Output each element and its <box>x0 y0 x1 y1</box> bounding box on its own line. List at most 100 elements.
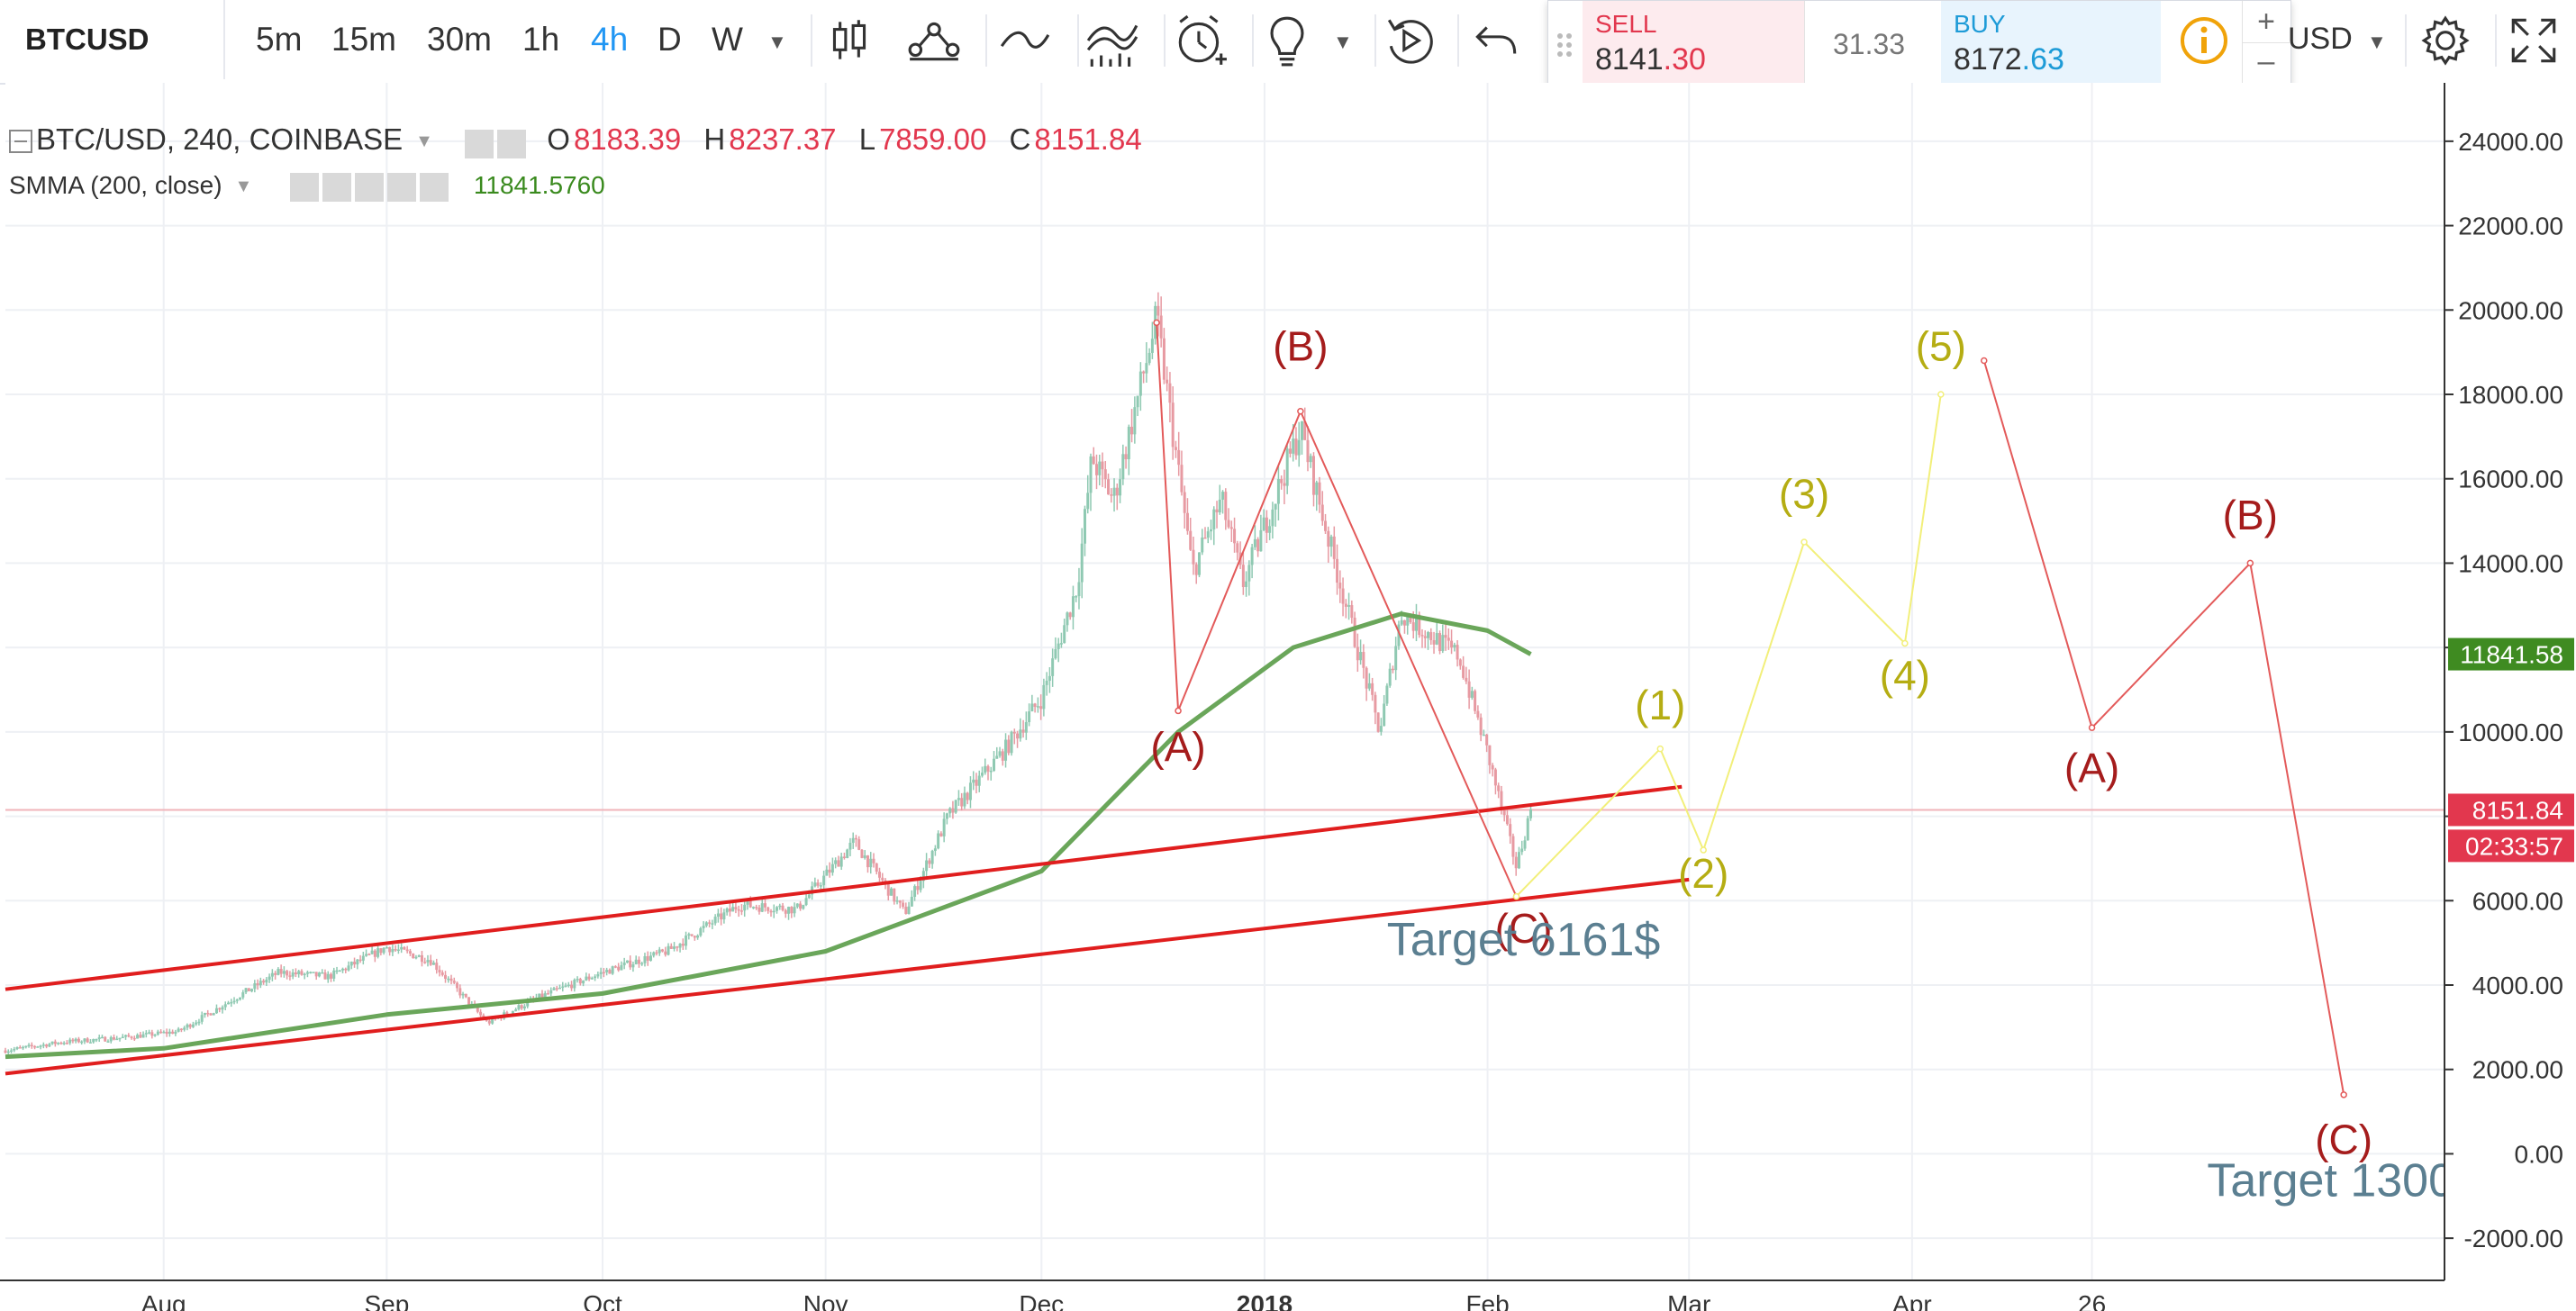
currency-chevron-down-icon[interactable]: ▼ <box>2367 31 2387 53</box>
price-chart[interactable]: (A)(B)(C)Target 6161$(1)(2)(3)(4)(5)(A)(… <box>0 83 2576 1311</box>
candle-body <box>294 972 297 975</box>
candle-body <box>191 1024 195 1027</box>
series-settings-icon[interactable] <box>497 129 527 158</box>
ideas-lightbulb-icon[interactable] <box>1259 13 1315 68</box>
currency-selector[interactable]: USD <box>2288 22 2353 57</box>
alert-clock-icon[interactable] <box>1173 13 1229 68</box>
candle-body <box>1256 538 1260 552</box>
candle-body <box>1024 722 1028 733</box>
candle-body <box>1292 439 1295 454</box>
series-menu-chevron-icon[interactable]: ▼ <box>415 131 433 151</box>
candle-body <box>1033 703 1037 708</box>
candle-body <box>440 972 444 975</box>
candle-body <box>1218 499 1221 513</box>
candle-body <box>1253 538 1256 547</box>
timeframe-30m[interactable]: 30m <box>427 21 492 58</box>
indicator-remove-icon[interactable] <box>420 173 449 203</box>
candle-body <box>526 1000 530 1007</box>
time-tick-label: Sep <box>364 1290 409 1311</box>
candle-body <box>1488 745 1492 765</box>
timeframe-5m[interactable]: 5m <box>256 21 303 58</box>
wave-point <box>2088 724 2096 731</box>
timeframe-15m[interactable]: 15m <box>331 21 396 58</box>
candles-chart-type-icon[interactable] <box>821 13 877 68</box>
indicator-more-icon[interactable] <box>387 173 417 203</box>
candle-body <box>731 907 735 912</box>
candle-body <box>784 909 787 914</box>
candle-body <box>538 993 541 999</box>
candle-body <box>576 979 579 981</box>
fullscreen-icon[interactable] <box>2506 13 2562 68</box>
candle-body <box>1051 658 1055 676</box>
financials-icon[interactable] <box>1084 13 1140 68</box>
compare-symbol-icon[interactable] <box>906 13 962 68</box>
candle-body <box>1338 583 1342 589</box>
candle-body <box>200 1015 204 1022</box>
candle-body <box>112 1036 115 1040</box>
candle-body <box>370 950 374 954</box>
symbol-search-button[interactable]: BTCUSD <box>13 0 225 79</box>
candle-body <box>62 1043 66 1044</box>
candle-body <box>669 945 673 949</box>
indicators-icon[interactable] <box>996 13 1052 68</box>
indicator-menu-chevron-icon[interactable]: ▼ <box>234 176 253 197</box>
indicator-source-code-icon[interactable] <box>355 173 385 203</box>
candle-body <box>1103 469 1107 480</box>
candle-body <box>1523 840 1527 849</box>
replay-icon[interactable] <box>1382 13 1438 68</box>
intervals-chevron-down-icon[interactable]: ▼ <box>767 31 787 53</box>
candle-body <box>1500 791 1503 809</box>
candle-body <box>429 960 432 965</box>
undo-icon[interactable] <box>1466 13 1522 68</box>
settings-gear-icon[interactable] <box>2417 13 2473 68</box>
candle-body <box>262 981 266 983</box>
wave-label: (4) <box>1880 652 1930 699</box>
buy-button[interactable]: BUY 8172.63 <box>1941 1 2161 84</box>
candle-body <box>804 898 808 906</box>
candle-body <box>1450 640 1454 648</box>
candle-body <box>435 963 439 971</box>
price-tick-label: 18000.00 <box>2458 381 2563 409</box>
plus-icon[interactable]: + <box>2243 1 2290 43</box>
spread-value: 31.33 <box>1833 28 1906 60</box>
timeframe-D[interactable]: D <box>658 21 682 58</box>
drag-handle-icon[interactable] <box>1556 32 1574 59</box>
candle-body <box>4 1050 7 1053</box>
candle-body <box>452 981 456 983</box>
candle-body <box>1414 614 1418 631</box>
timeframe-1h[interactable]: 1h <box>522 21 560 58</box>
candle-body <box>945 813 948 819</box>
candle-body <box>1479 717 1483 736</box>
time-tick-label: Dec <box>1019 1290 1064 1311</box>
wave-point <box>2340 1091 2347 1099</box>
indicator-visibility-icon[interactable] <box>290 173 320 203</box>
timeframe-W[interactable]: W <box>712 21 743 58</box>
candle-body <box>760 903 764 912</box>
candle-body <box>1001 751 1004 761</box>
candle-body <box>356 959 359 965</box>
collapse-legend-icon[interactable] <box>9 130 32 154</box>
candle-body <box>80 1041 84 1044</box>
candle-body <box>1406 616 1410 626</box>
sell-button[interactable]: SELL 8141.30 <box>1583 1 1805 84</box>
candle-body <box>1174 447 1177 450</box>
minus-icon[interactable]: – <box>2257 44 2275 78</box>
candle-body <box>1215 509 1219 513</box>
candle-body <box>1071 596 1075 618</box>
candle-body <box>314 972 318 977</box>
candle-body <box>1441 635 1445 652</box>
timeframe-4h[interactable]: 4h <box>591 21 629 58</box>
candle-body <box>332 970 336 979</box>
candle-body <box>1285 448 1289 486</box>
candle-body <box>449 978 453 981</box>
visibility-eye-icon[interactable] <box>465 129 494 158</box>
ideas-chevron-down-icon[interactable]: ▼ <box>1333 31 1353 53</box>
time-tick-label: Mar <box>1667 1290 1710 1311</box>
candle-body <box>24 1045 28 1048</box>
wave-path <box>1156 322 1518 898</box>
candle-body <box>546 993 549 995</box>
indicator-settings-icon[interactable] <box>322 173 352 203</box>
info-icon[interactable] <box>2179 15 2229 66</box>
candle-body <box>467 997 471 1005</box>
candle-body <box>86 1038 89 1043</box>
